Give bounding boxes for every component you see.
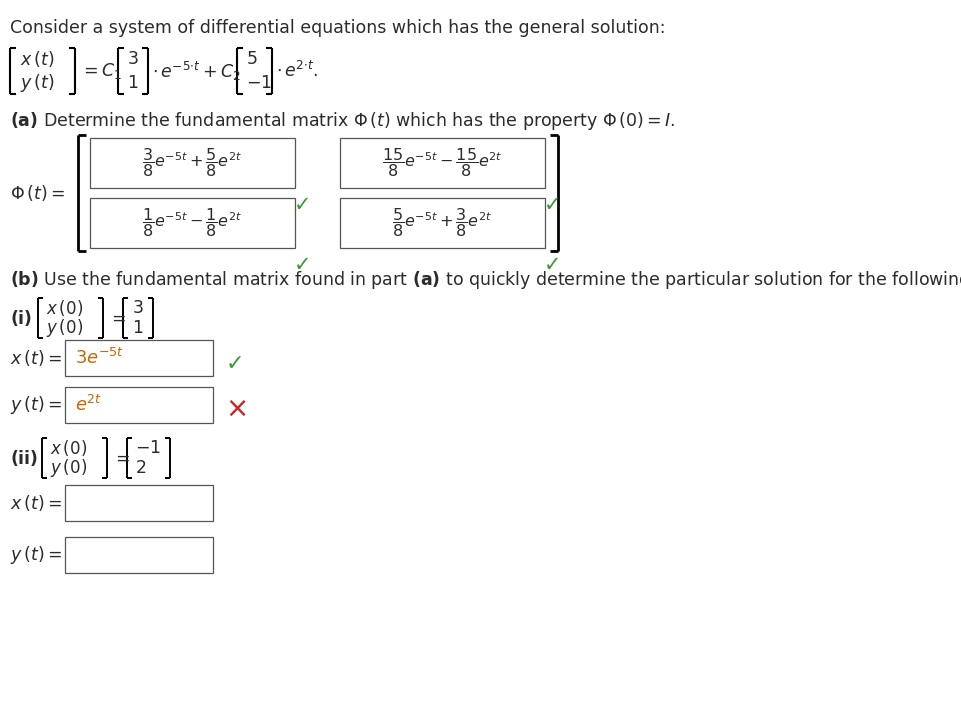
Text: $\checkmark$: $\checkmark$ bbox=[225, 352, 241, 372]
Text: $x\,(t) =$: $x\,(t) =$ bbox=[10, 493, 62, 513]
Text: $3$: $3$ bbox=[127, 50, 138, 68]
Text: $y\,(t) =$: $y\,(t) =$ bbox=[10, 394, 62, 416]
Bar bbox=[65, 485, 212, 521]
Text: $\dfrac{3}{8}e^{-5t}+\dfrac{5}{8}e^{2t}$: $\dfrac{3}{8}e^{-5t}+\dfrac{5}{8}e^{2t}$ bbox=[142, 146, 242, 179]
Bar bbox=[65, 387, 212, 423]
Text: $y\,(t) =$: $y\,(t) =$ bbox=[10, 544, 62, 566]
Text: $y\,(0)$: $y\,(0)$ bbox=[46, 317, 83, 339]
Bar bbox=[65, 340, 212, 376]
Text: $= C_1$: $= C_1$ bbox=[80, 61, 122, 81]
Text: $\dfrac{1}{8}e^{-5t}-\dfrac{1}{8}e^{2t}$: $\dfrac{1}{8}e^{-5t}-\dfrac{1}{8}e^{2t}$ bbox=[142, 207, 242, 240]
Text: $\dfrac{5}{8}e^{-5t}+\dfrac{3}{8}e^{2t}$: $\dfrac{5}{8}e^{-5t}+\dfrac{3}{8}e^{2t}$ bbox=[392, 207, 492, 240]
Text: $y\,(t)$: $y\,(t)$ bbox=[20, 72, 55, 94]
Text: $y\,(0)$: $y\,(0)$ bbox=[50, 457, 87, 479]
Text: $1$: $1$ bbox=[132, 319, 143, 337]
Text: $\mathbf{(a)}$ Determine the fundamental matrix $\Phi\,(t)$ which has the proper: $\mathbf{(a)}$ Determine the fundamental… bbox=[10, 110, 675, 132]
Text: $e^{2t}$: $e^{2t}$ bbox=[75, 395, 102, 415]
Text: $-1$: $-1$ bbox=[135, 439, 160, 457]
Text: $2$: $2$ bbox=[135, 459, 146, 477]
Bar bbox=[90, 138, 295, 188]
Text: $\times$: $\times$ bbox=[225, 395, 246, 423]
Bar bbox=[339, 198, 545, 248]
Text: $\mathbf{(b)}$ Use the fundamental matrix found in part $\mathbf{(a)}$ to quickl: $\mathbf{(b)}$ Use the fundamental matri… bbox=[10, 269, 961, 291]
Text: $1$: $1$ bbox=[127, 74, 138, 92]
Text: $=$: $=$ bbox=[108, 309, 126, 327]
Text: $\checkmark$: $\checkmark$ bbox=[293, 193, 308, 213]
Text: $x\,(t)$: $x\,(t)$ bbox=[20, 49, 55, 69]
Text: Consider a system of differential equations which has the general solution:: Consider a system of differential equati… bbox=[10, 19, 665, 37]
Text: $-1$: $-1$ bbox=[246, 74, 272, 92]
Text: $x\,(0)$: $x\,(0)$ bbox=[50, 438, 87, 458]
Text: $\cdot\,e^{2{\cdot}t}.$: $\cdot\,e^{2{\cdot}t}.$ bbox=[276, 61, 318, 81]
Text: $x\,(t) =$: $x\,(t) =$ bbox=[10, 348, 62, 368]
Text: $\mathbf{(i)}$: $\mathbf{(i)}$ bbox=[10, 308, 33, 328]
Text: $\mathbf{(ii)}$: $\mathbf{(ii)}$ bbox=[10, 448, 38, 468]
Text: $x\,(0)$: $x\,(0)$ bbox=[46, 298, 83, 318]
Text: $\checkmark$: $\checkmark$ bbox=[293, 253, 308, 273]
Text: $=$: $=$ bbox=[111, 449, 130, 467]
Text: $3$: $3$ bbox=[132, 299, 143, 317]
Bar bbox=[90, 198, 295, 248]
Bar bbox=[339, 138, 545, 188]
Text: $\cdot\,e^{-5{\cdot}t} + C_2$: $\cdot\,e^{-5{\cdot}t} + C_2$ bbox=[152, 60, 240, 82]
Text: $\Phi\,(t) =$: $\Phi\,(t) =$ bbox=[10, 183, 65, 203]
Text: $5$: $5$ bbox=[246, 50, 258, 68]
Text: $\checkmark$: $\checkmark$ bbox=[542, 253, 558, 273]
Text: $\dfrac{15}{8}e^{-5t}-\dfrac{15}{8}e^{2t}$: $\dfrac{15}{8}e^{-5t}-\dfrac{15}{8}e^{2t… bbox=[382, 146, 503, 179]
Text: $\checkmark$: $\checkmark$ bbox=[542, 193, 558, 213]
Text: $3e^{-5t}$: $3e^{-5t}$ bbox=[75, 348, 124, 368]
Bar bbox=[65, 537, 212, 573]
